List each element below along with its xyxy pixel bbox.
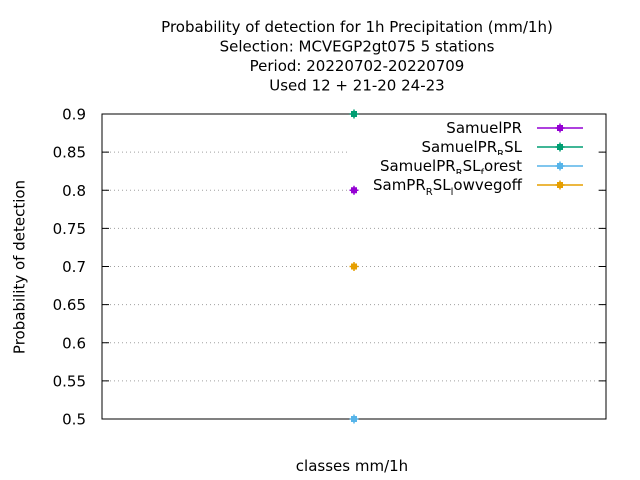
legend-label-subscript: f	[481, 168, 485, 179]
legend-label: SamuelPRRSLforest	[380, 157, 522, 179]
legend-label-tail: owvegoff	[453, 176, 522, 194]
y-tick-label: 0.9	[62, 106, 86, 124]
legend-label-tail: orest	[484, 157, 522, 175]
x-axis-label: classes mm/1h	[296, 457, 408, 475]
legend-entry: SamuelPR	[350, 117, 598, 137]
y-axis-label: Probability of detection	[11, 180, 29, 354]
legend-label-subscript: l	[451, 187, 454, 198]
title-line: Used 12 + 21-20 24-23	[269, 77, 444, 95]
legend-label-main: SamuelPR	[380, 157, 456, 175]
legend-label-subscript: R	[456, 168, 463, 179]
legend-label: SamPRRSLlowvegoff	[373, 176, 523, 198]
legend-entry: SamPRRSLlowvegoff	[350, 174, 598, 198]
title-line: Period: 20220702-20220709	[250, 57, 465, 75]
legend-marker	[555, 142, 565, 152]
title-line: Probability of detection for 1h Precipit…	[161, 18, 553, 36]
legend-label-subscript: R	[426, 187, 433, 198]
data-point	[349, 185, 359, 195]
legend-label-main: SamuelPR	[446, 119, 522, 137]
y-tick-label: 0.5	[62, 411, 86, 429]
y-tick-label: 0.75	[53, 220, 86, 238]
y-tick-label: 0.65	[53, 296, 86, 314]
legend-label: SamuelPRRSL	[421, 138, 522, 160]
legend-label-tail: SL	[504, 138, 523, 156]
data-point	[349, 109, 359, 119]
legend-marker	[555, 123, 565, 133]
legend-label: SamuelPR	[446, 119, 522, 137]
y-axis: 0.5 0.55 0.6 0.65 0.7 0.75 0.8 0.85 0.9	[53, 106, 606, 429]
chart-title: Probability of detection for 1h Precipit…	[161, 18, 553, 95]
legend-entry: SamuelPRRSLforest	[350, 155, 598, 179]
title-line: Selection: MCVEGP2gt075 5 stations	[220, 38, 495, 56]
y-tick-label: 0.6	[62, 334, 86, 352]
legend-label-main: SamuelPR	[421, 138, 497, 156]
legend-marker	[555, 180, 565, 190]
y-tick-label: 0.55	[53, 372, 86, 390]
y-tick-label: 0.7	[62, 258, 86, 276]
legend-label-tail: SL	[433, 176, 452, 194]
legend-label-subscript: R	[497, 149, 504, 160]
legend-marker	[555, 161, 565, 171]
legend: SamuelPRSamuelPRRSLSamuelPRRSLforestSamP…	[350, 117, 598, 198]
data-points	[349, 109, 359, 424]
legend-entry: SamuelPRRSL	[350, 136, 598, 160]
data-point	[349, 262, 359, 271]
y-tick-label: 0.85	[53, 144, 86, 162]
legend-label-main: SamPR	[373, 176, 426, 194]
legend-label-tail: SL	[463, 157, 482, 175]
y-tick-label: 0.8	[62, 182, 86, 200]
data-point	[349, 414, 359, 424]
